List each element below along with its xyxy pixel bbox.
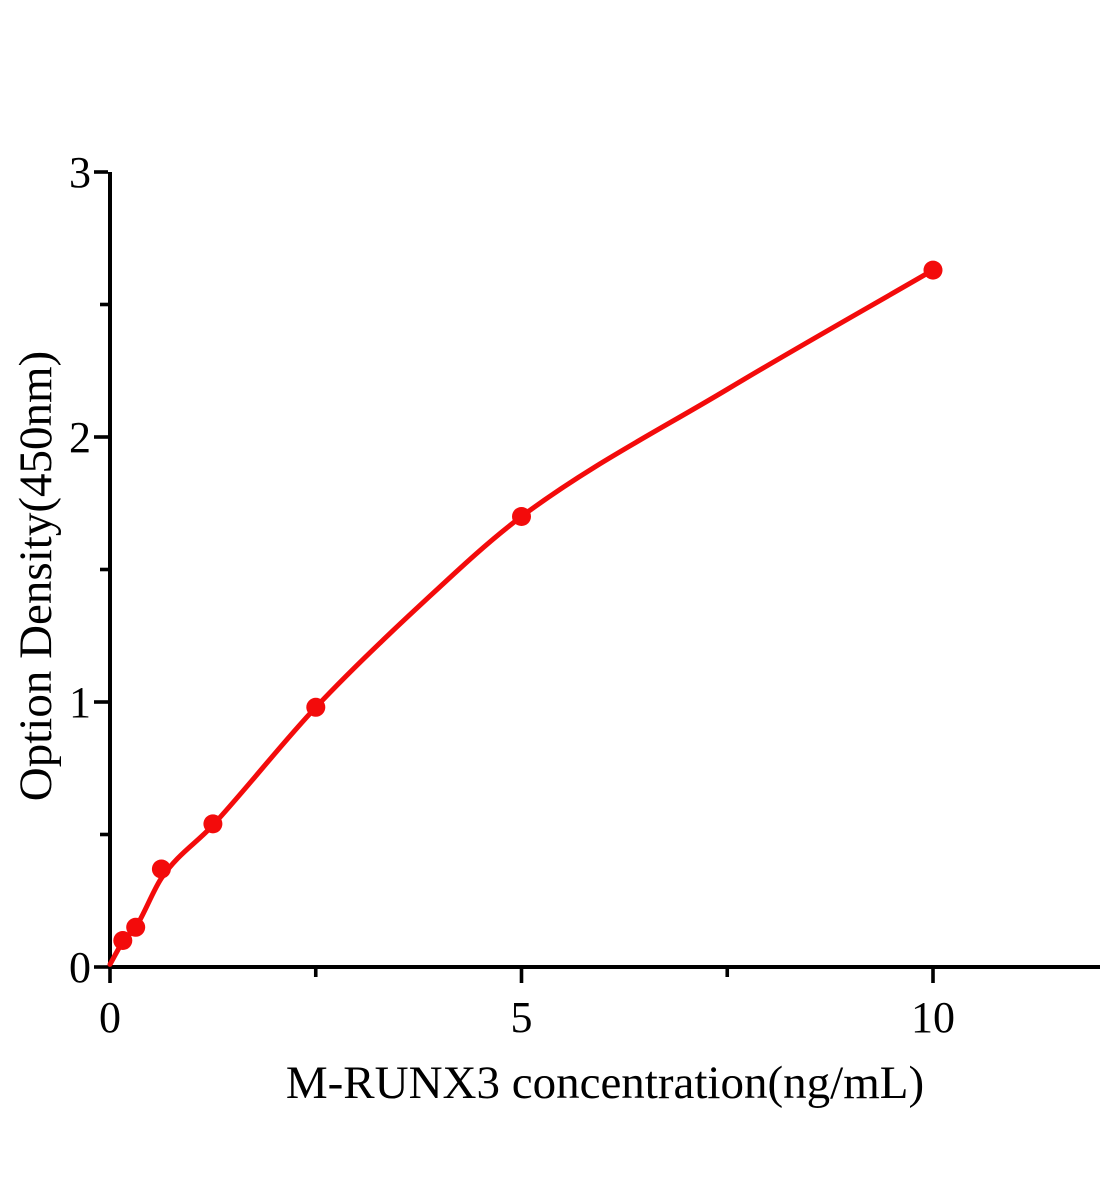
data-point-marker — [126, 917, 146, 937]
y-tick-label: 0 — [69, 943, 91, 992]
data-point-marker — [306, 697, 326, 717]
y-tick-label: 1 — [69, 678, 91, 727]
x-tick-label: 0 — [99, 993, 121, 1042]
data-point-marker — [512, 507, 531, 526]
data-point-marker — [923, 260, 943, 280]
data-point-marker — [203, 814, 223, 834]
y-axis-title: Option Density(450nm) — [10, 350, 62, 802]
fit-curve — [107, 267, 936, 967]
x-axis-title: M-RUNX3 concentration(ng/mL) — [285, 1057, 925, 1109]
x-tick-label: 10 — [911, 993, 955, 1042]
data-point-marker — [151, 859, 171, 879]
x-tick-label: 5 — [511, 993, 533, 1042]
y-tick-label: 3 — [69, 148, 91, 197]
data-point-marker — [113, 931, 133, 950]
y-tick-label: 2 — [69, 413, 91, 462]
